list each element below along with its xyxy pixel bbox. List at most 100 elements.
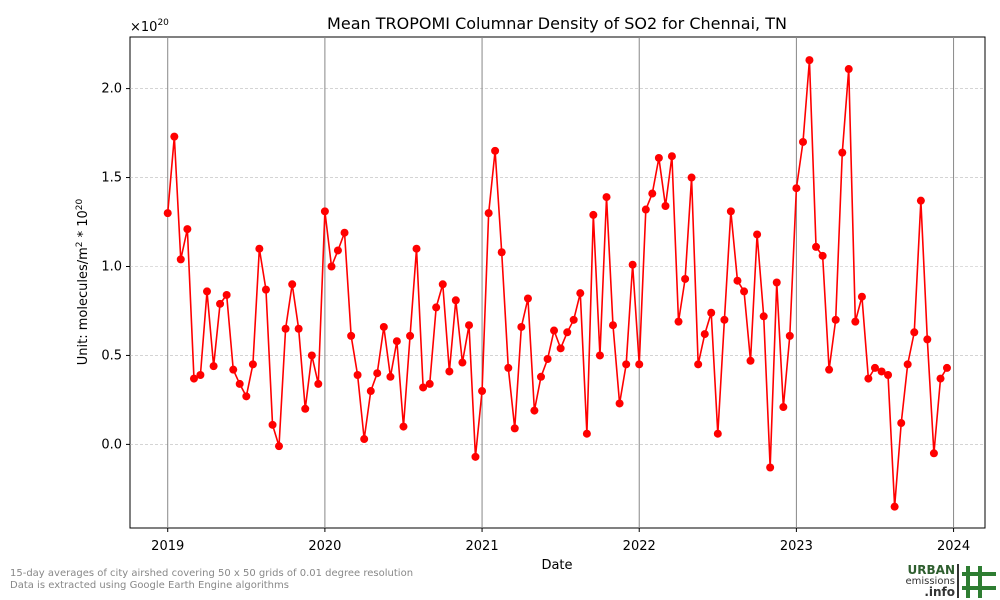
data-point: [288, 280, 297, 289]
data-point: [543, 354, 552, 363]
data-point: [294, 324, 303, 333]
data-point: [360, 435, 369, 444]
data-point: [425, 379, 434, 388]
data-point: [530, 406, 539, 415]
data-point: [857, 292, 866, 301]
data-point: [661, 202, 670, 211]
offset-base: ×10: [130, 20, 157, 35]
data-point: [432, 303, 441, 312]
data-point: [825, 365, 834, 374]
data-point: [347, 331, 356, 340]
data-point: [681, 274, 690, 283]
data-point: [399, 422, 408, 431]
data-point: [674, 317, 683, 326]
data-point: [314, 379, 323, 388]
data-point: [465, 321, 474, 330]
y-axis-label: Unit: molecules/m2 * 1020: [75, 198, 91, 365]
data-point: [798, 137, 807, 146]
data-point: [255, 244, 264, 253]
offset-exp: 20: [157, 18, 169, 28]
data-point: [595, 351, 604, 360]
data-point: [320, 207, 329, 216]
data-point: [203, 287, 212, 296]
data-point: [844, 65, 853, 74]
data-point: [281, 324, 290, 333]
data-point: [694, 360, 703, 369]
data-point: [274, 442, 283, 451]
data-point: [576, 289, 585, 298]
data-point: [877, 367, 886, 376]
logo-text: .info: [924, 585, 955, 599]
data-point: [648, 189, 657, 198]
data-point: [589, 210, 598, 219]
data-point: [831, 315, 840, 324]
data-point: [353, 371, 362, 380]
data-point: [582, 429, 591, 438]
data-point: [261, 285, 270, 294]
footer-note: 15-day averages of city airshed covering…: [10, 568, 413, 579]
data-point: [216, 299, 225, 308]
data-point: [333, 246, 342, 255]
data-point: [870, 363, 879, 372]
data-point: [759, 312, 768, 321]
data-point: [635, 360, 644, 369]
data-point: [189, 374, 198, 383]
data-point: [268, 420, 277, 429]
y-tick-label: 1.0: [101, 259, 122, 274]
data-point: [478, 387, 487, 396]
data-point: [412, 244, 421, 253]
data-point: [392, 337, 401, 346]
data-point: [563, 328, 572, 337]
data-point: [451, 296, 460, 305]
data-point: [929, 449, 938, 458]
data-point: [766, 463, 775, 472]
data-point: [510, 424, 519, 433]
y-tick-label: 1.5: [101, 171, 122, 186]
data-point: [176, 255, 185, 264]
data-point: [903, 360, 912, 369]
data-point: [707, 308, 716, 317]
y-label-sup: 20: [75, 198, 85, 210]
data-point: [628, 260, 637, 269]
x-tick-label: 2019: [151, 539, 184, 554]
x-tick-label: 2022: [623, 539, 656, 554]
data-point: [523, 294, 532, 303]
y-label-part: Unit: molecules/m: [76, 247, 91, 365]
data-point: [740, 287, 749, 296]
data-point: [536, 372, 545, 381]
data-point: [340, 228, 349, 237]
data-point: [209, 362, 218, 371]
data-point: [419, 383, 428, 392]
data-point: [458, 358, 467, 367]
data-point: [910, 328, 919, 337]
data-point: [792, 184, 801, 193]
data-point: [942, 363, 951, 372]
logo-icon: [962, 566, 996, 598]
data-point: [366, 387, 375, 396]
data-point: [196, 371, 205, 380]
data-point: [720, 315, 729, 324]
x-tick-label: 2023: [780, 539, 813, 554]
data-point: [438, 280, 447, 289]
x-tick-label: 2021: [466, 539, 499, 554]
plot-frame: [129, 36, 986, 529]
data-point: [713, 429, 722, 438]
x-tick-label: 2024: [937, 539, 970, 554]
data-point: [222, 290, 231, 299]
logo-text: URBAN: [908, 563, 955, 577]
data-point: [248, 360, 257, 369]
data-point: [884, 371, 893, 380]
data-point: [569, 315, 578, 324]
data-point: [471, 452, 480, 461]
data-point: [890, 502, 899, 511]
data-point: [805, 56, 814, 65]
data-point: [818, 251, 827, 260]
data-point: [406, 331, 415, 340]
data-point: [622, 360, 631, 369]
data-point: [641, 205, 650, 214]
data-point: [667, 152, 676, 161]
footer-note: Data is extracted using Google Earth Eng…: [10, 580, 289, 591]
data-point: [812, 242, 821, 251]
data-point: [615, 399, 624, 408]
